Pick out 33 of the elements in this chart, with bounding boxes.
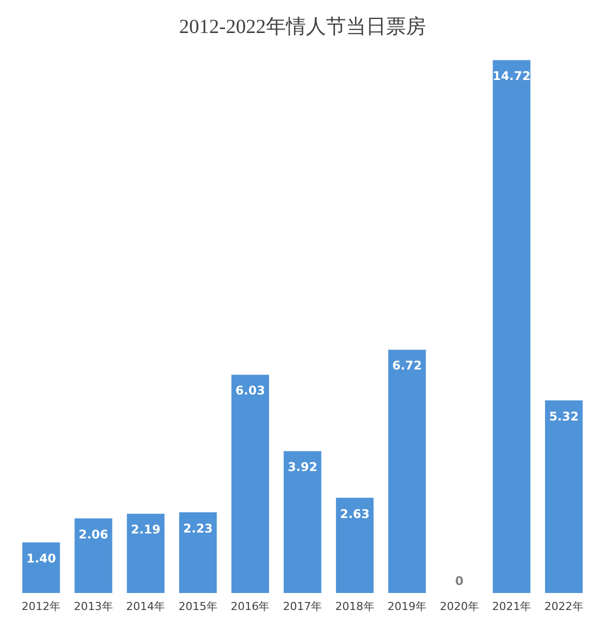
x-tick-label: 2013年 xyxy=(74,600,113,613)
x-tick-label: 2014年 xyxy=(126,600,166,613)
bar xyxy=(22,542,60,593)
x-tick-label: 2021年 xyxy=(492,600,532,613)
data-label: 6.03 xyxy=(235,384,266,398)
bar xyxy=(231,374,270,593)
chart-title: 2012-2022年情人节当日票房 xyxy=(179,16,426,38)
data-label: 0 xyxy=(455,574,464,588)
x-tick-label: 2015年 xyxy=(178,600,218,613)
data-label: 5.32 xyxy=(549,409,579,424)
bar xyxy=(126,514,164,593)
data-label: 2.23 xyxy=(183,521,213,536)
x-tick-label: 2012年 xyxy=(22,600,61,613)
x-tick-label: 2019年 xyxy=(388,600,427,613)
bar xyxy=(388,350,426,593)
x-tick-label: 2017年 xyxy=(283,600,322,613)
bar xyxy=(545,400,583,593)
x-tick-label: 2018年 xyxy=(335,600,374,613)
data-label: 6.72 xyxy=(392,358,422,373)
bar xyxy=(336,498,374,593)
data-label: 2.06 xyxy=(78,527,108,542)
x-tick-label: 2020年 xyxy=(440,600,479,613)
data-label: 14.72 xyxy=(492,69,531,84)
bar xyxy=(74,518,112,593)
x-tick-label: 2016年 xyxy=(230,600,270,613)
x-tick-label: 2022年 xyxy=(544,600,584,613)
bar xyxy=(492,60,530,593)
data-label: 2.63 xyxy=(340,506,370,521)
bar xyxy=(179,512,217,593)
data-label: 2.19 xyxy=(130,522,160,537)
bar xyxy=(284,451,322,593)
data-label: 1.40 xyxy=(26,551,56,566)
data-label: 3.92 xyxy=(288,460,318,474)
